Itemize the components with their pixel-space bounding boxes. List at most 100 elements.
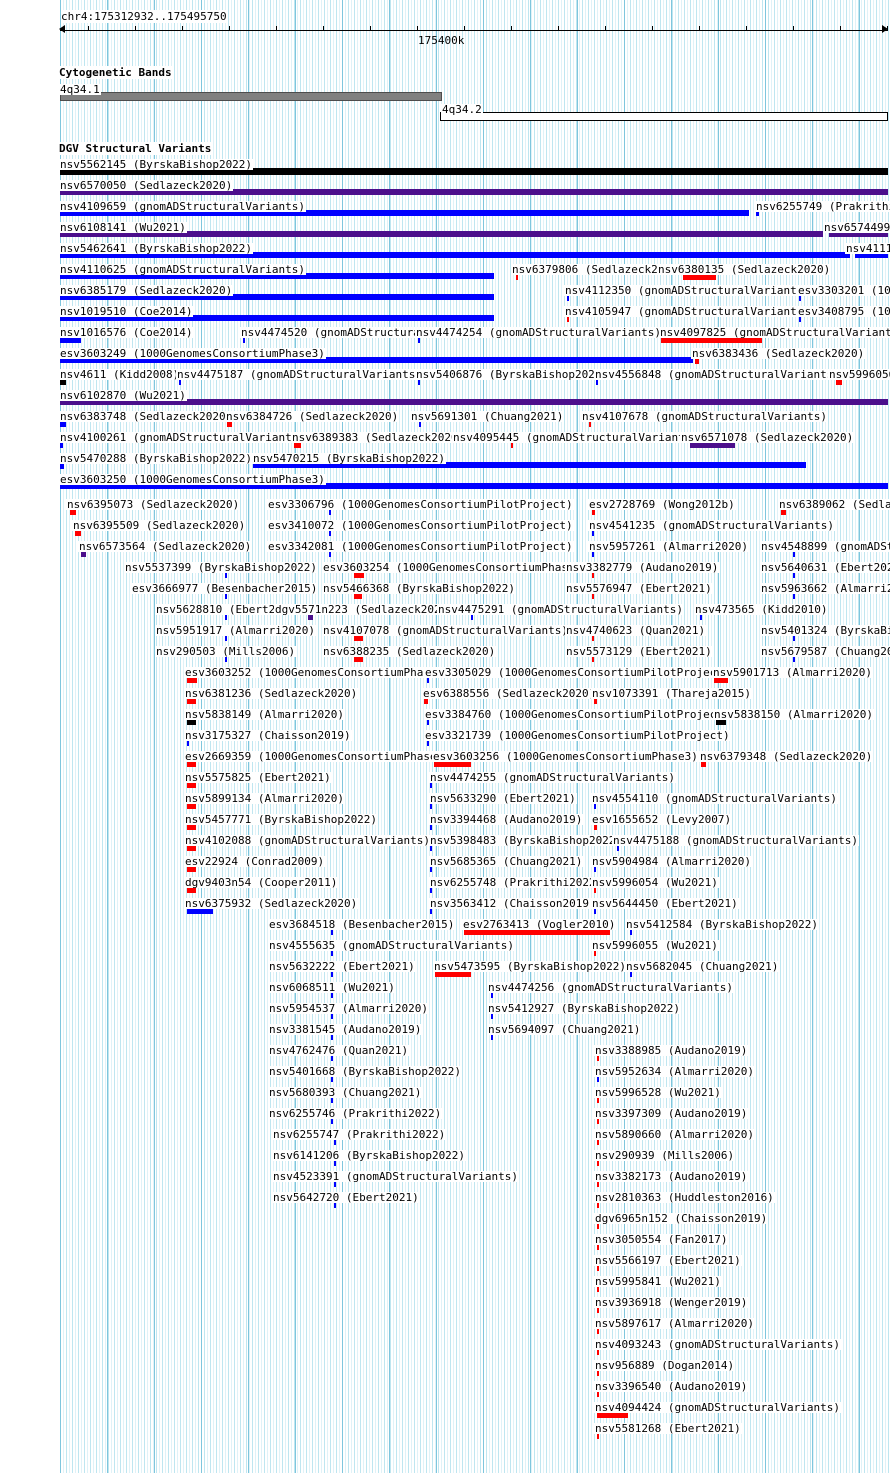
variant-label[interactable]: nsv4100261 (gnomADStructuralVariants) bbox=[59, 431, 307, 444]
variant-label[interactable]: nsv4111539 (gnomADStructuralVariants) bbox=[845, 243, 890, 254]
variant-feature-bar[interactable] bbox=[354, 634, 363, 641]
variant-feature-bar[interactable] bbox=[331, 1096, 333, 1103]
variant-label[interactable]: esv3303201 (1000GenomesConsortiumPhase3) bbox=[797, 285, 890, 296]
variant-feature-bar[interactable] bbox=[81, 550, 86, 557]
variant-label[interactable]: esv2728769 (Wong2012b) bbox=[588, 498, 736, 511]
variant-feature-bar[interactable] bbox=[630, 970, 632, 977]
variant-label[interactable]: nsv4523391 (gnomADStructuralVariants) bbox=[272, 1170, 520, 1183]
variant-label[interactable]: nsv3382173 (Audano2019) bbox=[594, 1170, 749, 1183]
variant-feature-bar[interactable] bbox=[225, 634, 227, 641]
variant-feature-bar[interactable] bbox=[75, 529, 81, 536]
variant-label[interactable]: nsv5838150 (Almarri2020) bbox=[713, 708, 874, 721]
variant-label[interactable]: nsv4094424 (gnomADStructuralVariants) bbox=[594, 1401, 842, 1414]
variant-feature-bar[interactable] bbox=[594, 865, 596, 872]
variant-feature-bar[interactable] bbox=[781, 508, 786, 515]
variant-feature-bar[interactable] bbox=[690, 441, 735, 448]
variant-label[interactable]: nsv5401668 (ByrskaBishop2022) bbox=[268, 1065, 463, 1078]
variant-label[interactable]: esv3684518 (Besenbacher2015) bbox=[268, 918, 456, 931]
variant-label[interactable]: nsv4541235 (gnomADStructuralVariants) bbox=[588, 519, 836, 532]
variant-label[interactable]: nsv5573129 (Ebert2021) bbox=[565, 645, 713, 658]
variant-label[interactable]: nsv4107078 (gnomADStructuralVariants) bbox=[322, 624, 570, 637]
variant-label[interactable]: nsv4762476 (Quan2021) bbox=[268, 1044, 410, 1057]
variant-feature-bar[interactable] bbox=[434, 760, 471, 767]
variant-feature-bar[interactable] bbox=[592, 571, 594, 578]
variant-feature-bar[interactable] bbox=[60, 252, 850, 258]
variant-label[interactable]: dgv5571n223 (Sedlazeck2020) bbox=[274, 603, 455, 616]
variant-label[interactable]: nsv4475188 (gnomADStructuralVariants) bbox=[612, 834, 860, 847]
variant-feature-bar[interactable] bbox=[418, 336, 420, 343]
variant-label[interactable]: nsv4109659 (gnomADStructuralVariants) bbox=[59, 200, 307, 213]
variant-feature-bar[interactable] bbox=[60, 357, 693, 363]
variant-label[interactable]: nsv6255747 (Prakrithi2022) bbox=[272, 1128, 447, 1141]
variant-label[interactable]: esv3603256 (1000GenomesConsortiumPhase3) bbox=[432, 750, 699, 763]
variant-feature-bar[interactable] bbox=[424, 697, 428, 704]
variant-label[interactable]: nsv6379348 (Sedlazeck2020) bbox=[699, 750, 874, 763]
variant-feature-bar[interactable] bbox=[331, 928, 333, 935]
variant-feature-bar[interactable] bbox=[60, 294, 494, 300]
variant-feature-bar[interactable] bbox=[187, 676, 197, 683]
variant-feature-bar[interactable] bbox=[187, 697, 196, 704]
variant-label[interactable]: nsv4548899 (gnomADStructuralVariants) bbox=[760, 541, 890, 552]
variant-feature-bar[interactable] bbox=[179, 378, 181, 385]
variant-feature-bar[interactable] bbox=[334, 1201, 336, 1208]
variant-feature-bar[interactable] bbox=[60, 168, 888, 175]
variant-feature-bar[interactable] bbox=[491, 1033, 493, 1040]
variant-feature-bar[interactable] bbox=[592, 508, 595, 515]
variant-feature-bar[interactable] bbox=[187, 718, 196, 725]
variant-label[interactable]: nsv4611 (Kidd2008) bbox=[59, 368, 181, 381]
variant-feature-bar[interactable] bbox=[597, 1390, 599, 1397]
variant-feature-bar[interactable] bbox=[308, 613, 313, 620]
variant-feature-bar[interactable] bbox=[471, 613, 473, 620]
variant-label[interactable]: nsv956889 (Dogan2014) bbox=[594, 1359, 736, 1372]
variant-feature-bar[interactable] bbox=[187, 781, 196, 788]
variant-feature-bar[interactable] bbox=[597, 1054, 599, 1061]
variant-feature-bar[interactable] bbox=[427, 676, 429, 683]
variant-feature-bar[interactable] bbox=[567, 294, 569, 301]
variant-label[interactable]: nsv3050554 (Fan2017) bbox=[594, 1233, 729, 1246]
variant-feature-bar[interactable] bbox=[592, 529, 594, 536]
variant-label[interactable]: nsv473565 (Kidd2010) bbox=[694, 603, 829, 616]
variant-label[interactable]: nsv5398483 (ByrskaBishop2022) bbox=[429, 834, 624, 847]
variant-feature-bar[interactable] bbox=[491, 1012, 493, 1019]
variant-feature-bar[interactable] bbox=[594, 697, 597, 704]
variant-feature-bar[interactable] bbox=[60, 189, 888, 195]
variant-label[interactable]: nsv3394468 (Audano2019) bbox=[429, 813, 584, 826]
variant-feature-bar[interactable] bbox=[354, 571, 364, 578]
variant-label[interactable]: nsv5470288 (ByrskaBishop2022) bbox=[59, 452, 254, 465]
variant-feature-bar[interactable] bbox=[253, 462, 806, 468]
variant-feature-bar[interactable] bbox=[329, 550, 331, 557]
variant-label[interactable]: nsv5954537 (Almarri2020) bbox=[268, 1002, 429, 1015]
variant-label[interactable]: nsv4474255 (gnomADStructuralVariants) bbox=[429, 771, 677, 784]
variant-feature-bar[interactable] bbox=[225, 655, 227, 662]
variant-label[interactable]: esv3603252 (1000GenomesConsortiumPhase3) bbox=[184, 666, 451, 679]
variant-feature-bar[interactable] bbox=[516, 273, 518, 280]
variant-label[interactable]: esv3408795 (1000GenomesConsortiumPhase3) bbox=[797, 306, 890, 317]
variant-feature-bar[interactable] bbox=[435, 970, 471, 977]
variant-feature-bar[interactable] bbox=[70, 508, 76, 515]
variant-label[interactable]: nsv4110625 (gnomADStructuralVariants) bbox=[59, 263, 307, 276]
variant-label[interactable]: nsv6255746 (Prakrithi2022) bbox=[268, 1107, 443, 1120]
variant-label[interactable]: nsv1073391 (Thareja2015) bbox=[591, 687, 752, 700]
variant-feature-bar[interactable] bbox=[855, 252, 888, 258]
variant-feature-bar[interactable] bbox=[60, 273, 494, 279]
cytoband-bar[interactable] bbox=[440, 112, 888, 121]
variant-feature-bar[interactable] bbox=[597, 1348, 599, 1355]
variant-label[interactable]: nsv5996056 (Wu2021) bbox=[828, 369, 890, 380]
variant-feature-bar[interactable] bbox=[225, 613, 227, 620]
variant-feature-bar[interactable] bbox=[334, 1180, 336, 1187]
variant-label[interactable]: nsv6375932 (Sedlazeck2020) bbox=[184, 897, 359, 910]
variant-label[interactable]: nsv3936918 (Wenger2019) bbox=[594, 1296, 749, 1309]
variant-feature-bar[interactable] bbox=[427, 718, 429, 725]
variant-label[interactable]: esv3306796 (1000GenomesConsortiumPilotPr… bbox=[267, 498, 574, 511]
variant-feature-bar[interactable] bbox=[829, 231, 888, 237]
variant-label[interactable]: nsv6379806 (Sedlazeck2020) bbox=[511, 263, 686, 276]
variant-label[interactable]: nsv3382779 (Audano2019) bbox=[565, 561, 720, 574]
variant-label[interactable]: nsv5462641 (ByrskaBishop2022) bbox=[59, 242, 254, 255]
variant-label[interactable]: nsv5470215 (ByrskaBishop2022) bbox=[252, 452, 447, 465]
variant-label[interactable]: nsv5412927 (ByrskaBishop2022) bbox=[487, 1002, 682, 1015]
variant-feature-bar[interactable] bbox=[187, 865, 196, 872]
variant-label[interactable]: nsv5904984 (Almarri2020) bbox=[591, 855, 752, 868]
variant-feature-bar[interactable] bbox=[60, 378, 66, 385]
variant-label[interactable]: nsv6384726 (Sedlazeck2020) bbox=[225, 410, 400, 423]
variant-label[interactable]: esv3384760 (1000GenomesConsortiumPilotPr… bbox=[424, 708, 731, 721]
